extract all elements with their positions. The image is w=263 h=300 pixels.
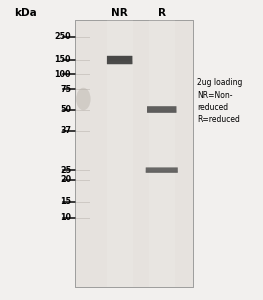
FancyBboxPatch shape <box>149 20 175 286</box>
Text: R: R <box>158 8 166 19</box>
FancyBboxPatch shape <box>146 171 178 173</box>
FancyBboxPatch shape <box>146 167 178 173</box>
Text: 10: 10 <box>60 213 71 222</box>
FancyBboxPatch shape <box>107 56 133 64</box>
Text: 75: 75 <box>60 85 71 94</box>
Ellipse shape <box>76 88 90 110</box>
Text: NR: NR <box>111 8 128 19</box>
Text: 50: 50 <box>60 105 71 114</box>
Text: 20: 20 <box>60 176 71 184</box>
Text: 37: 37 <box>60 126 71 135</box>
Bar <box>75 20 193 286</box>
Text: 250: 250 <box>54 32 71 41</box>
Text: kDa: kDa <box>14 8 37 19</box>
Text: 2ug loading
NR=Non-
reduced
R=reduced: 2ug loading NR=Non- reduced R=reduced <box>197 78 243 124</box>
FancyBboxPatch shape <box>107 20 133 286</box>
Text: 150: 150 <box>54 56 71 64</box>
FancyBboxPatch shape <box>147 106 176 113</box>
Text: 100: 100 <box>54 70 71 79</box>
Text: 15: 15 <box>60 197 71 206</box>
FancyBboxPatch shape <box>107 61 133 64</box>
FancyBboxPatch shape <box>147 110 176 113</box>
Text: 25: 25 <box>60 166 71 175</box>
FancyBboxPatch shape <box>75 20 193 286</box>
